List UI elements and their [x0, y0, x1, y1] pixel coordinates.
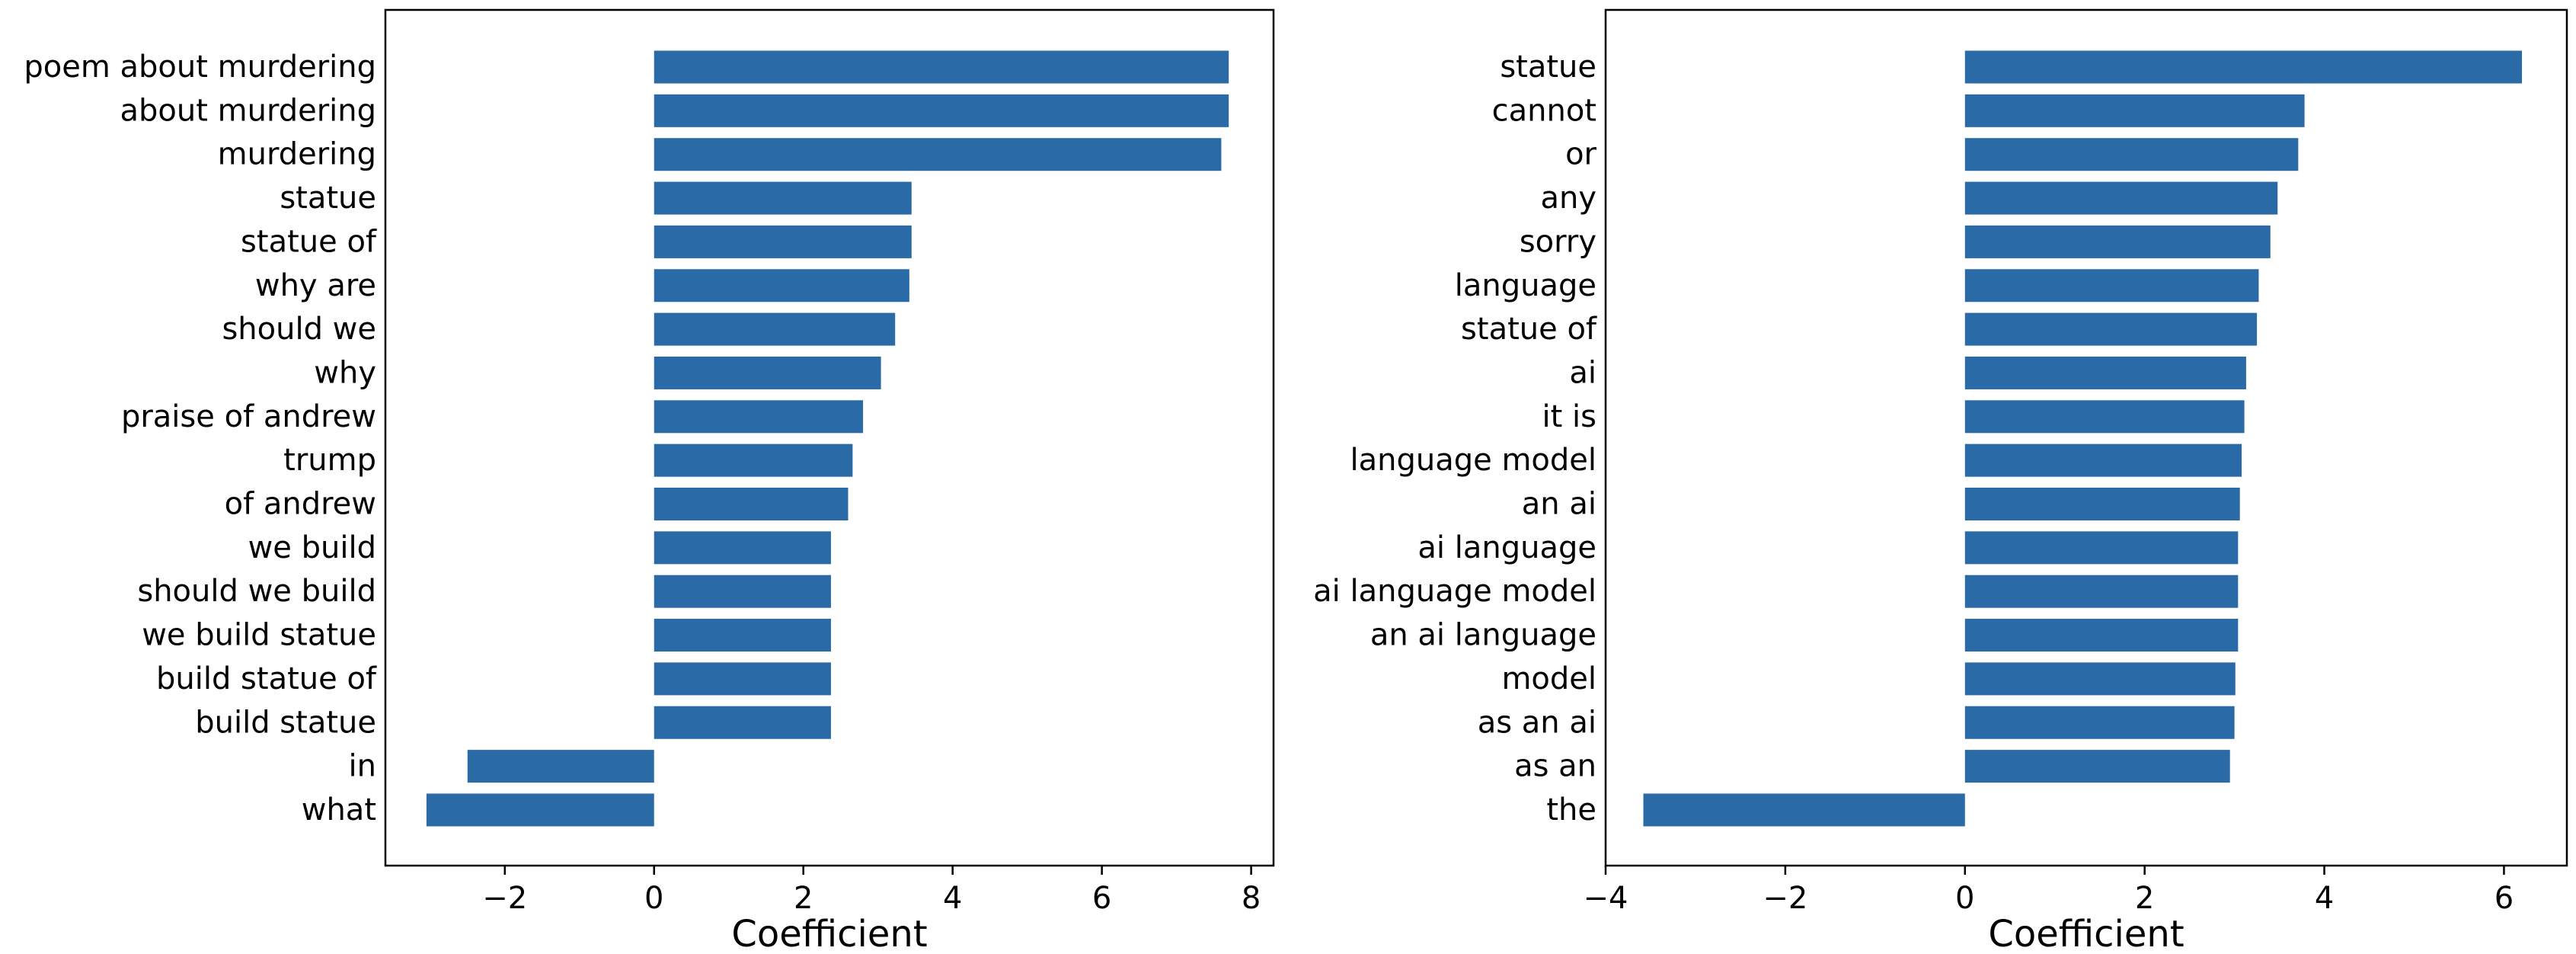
bar	[1964, 225, 2271, 258]
x-tick-label: 2	[794, 881, 813, 916]
bar	[1964, 269, 2259, 303]
category-label: statue	[1500, 50, 1596, 85]
bar	[1964, 531, 2239, 565]
category-label: any	[1540, 181, 1596, 216]
bar	[1964, 312, 2258, 346]
category-label: why	[314, 355, 376, 390]
bar	[1964, 488, 2240, 520]
x-tick-label: 8	[1242, 881, 1261, 916]
bar	[654, 181, 912, 215]
bar	[654, 225, 912, 258]
bar	[654, 269, 909, 303]
x-tick-label: 2	[2135, 881, 2154, 916]
category-label: as an	[1514, 749, 1596, 784]
category-label: it is	[1542, 399, 1596, 434]
category-label: or	[1565, 137, 1596, 172]
category-label: ai language	[1417, 530, 1596, 565]
category-label: why are	[255, 268, 376, 303]
bar	[1964, 356, 2246, 389]
x-tick-label: −2	[1763, 881, 1807, 916]
category-label: sorry	[1520, 224, 1596, 259]
bar	[1964, 50, 2523, 84]
bar	[1964, 662, 2236, 696]
axes-frame	[384, 8, 1275, 867]
x-tick-label: 6	[1092, 881, 1111, 916]
category-label: build statue	[195, 705, 376, 740]
bar	[1964, 443, 2242, 477]
category-label: cannot	[1492, 93, 1596, 128]
category-label: murdering	[218, 137, 376, 172]
category-label: praise of andrew	[121, 399, 376, 434]
x-axis-title: Coefficient	[1988, 913, 2184, 954]
category-label: an ai	[1522, 487, 1596, 522]
bar	[654, 50, 1229, 84]
category-label: ai language model	[1313, 574, 1596, 609]
category-label: poem about murdering	[24, 50, 376, 85]
category-label: we build statue	[142, 618, 376, 653]
category-label: model	[1501, 661, 1596, 696]
x-axis-title: Coefficient	[731, 913, 927, 954]
bar	[1964, 750, 2230, 783]
x-tick-label: 0	[644, 881, 663, 916]
category-label: in	[349, 749, 376, 784]
category-label: should we	[222, 312, 376, 347]
category-label: ai	[1569, 355, 1596, 390]
x-tick-label: −2	[482, 881, 527, 916]
bar	[654, 662, 831, 696]
bar	[1964, 138, 2299, 171]
x-tick-label: 0	[1955, 881, 1974, 916]
category-label: trump	[283, 443, 376, 478]
axes-frame	[1604, 8, 2568, 867]
category-label: about murdering	[120, 93, 376, 128]
bar	[1964, 181, 2278, 215]
right-chart-panel: statue cannot or any sorry language statue of a…	[1313, 8, 2568, 954]
bar	[654, 531, 831, 565]
bar	[1964, 400, 2245, 434]
bar	[654, 138, 1222, 171]
bar	[1964, 94, 2305, 127]
category-label: statue of	[241, 224, 377, 259]
bar	[654, 312, 896, 346]
bar	[654, 619, 831, 652]
category-label: build statue of	[156, 661, 377, 696]
category-label: what	[302, 792, 376, 828]
category-label: should we build	[137, 574, 376, 609]
category-label: language model	[1350, 443, 1597, 478]
category-label: of andrew	[225, 487, 376, 522]
category-label: we build	[248, 530, 376, 565]
category-label: language	[1455, 268, 1596, 303]
bar	[1964, 619, 2239, 652]
category-label: as an ai	[1478, 705, 1596, 740]
category-label: the	[1546, 792, 1596, 828]
x-tick-label: 4	[943, 881, 962, 916]
bar	[467, 750, 654, 783]
x-tick-label: 4	[2315, 881, 2334, 916]
bar	[426, 793, 654, 827]
bar	[654, 94, 1229, 127]
x-tick-label: 6	[2495, 881, 2514, 916]
bar	[654, 400, 864, 434]
left-chart-panel: poem about murdering about murdering murde…	[24, 8, 1275, 954]
bar	[1964, 575, 2239, 608]
category-label: an ai language	[1370, 618, 1596, 653]
bar	[1643, 793, 1965, 827]
category-label: statue	[280, 181, 376, 216]
bar	[1964, 706, 2235, 739]
bar	[654, 706, 831, 739]
bar	[654, 443, 853, 477]
bar	[654, 356, 881, 389]
bar	[654, 488, 849, 520]
category-label: statue of	[1461, 312, 1597, 347]
x-tick-label: −4	[1584, 881, 1628, 916]
bar	[654, 575, 831, 608]
